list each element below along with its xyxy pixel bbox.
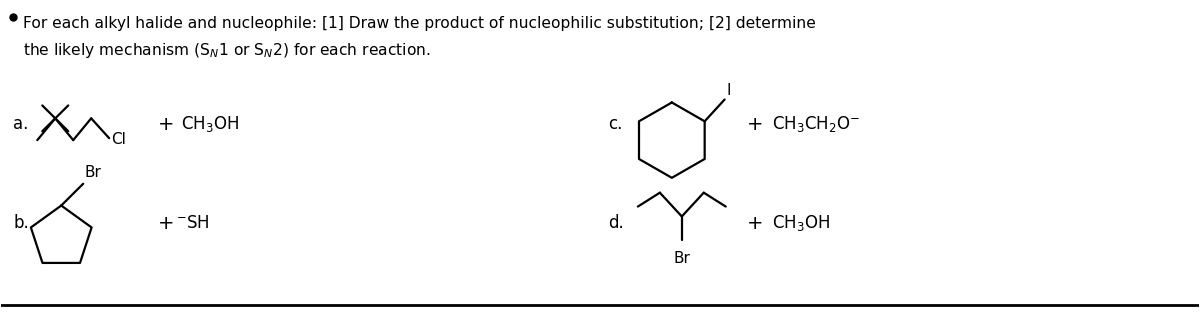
Text: $^{-}$SH: $^{-}$SH xyxy=(176,214,210,232)
Text: CH$_3$OH: CH$_3$OH xyxy=(772,213,829,233)
Text: I: I xyxy=(727,83,731,98)
Text: Br: Br xyxy=(84,165,101,180)
Text: b.: b. xyxy=(13,214,29,232)
Text: +: + xyxy=(157,115,174,134)
Text: Cl: Cl xyxy=(112,132,126,147)
Text: +: + xyxy=(746,214,763,233)
Text: Br: Br xyxy=(674,251,691,266)
Text: +: + xyxy=(746,115,763,134)
Text: +: + xyxy=(157,214,174,233)
Text: CH$_3$CH$_2$O$^{-}$: CH$_3$CH$_2$O$^{-}$ xyxy=(772,114,859,134)
Text: d.: d. xyxy=(608,214,624,232)
Text: the likely mechanism (S$_N$1 or S$_N$2) for each reaction.: the likely mechanism (S$_N$1 or S$_N$2) … xyxy=(23,41,431,60)
Text: c.: c. xyxy=(608,115,623,133)
Text: For each alkyl halide and nucleophile: [1] Draw the product of nucleophilic subs: For each alkyl halide and nucleophile: [… xyxy=(23,16,816,31)
Text: CH$_3$OH: CH$_3$OH xyxy=(181,114,239,134)
Text: a.: a. xyxy=(13,115,29,133)
